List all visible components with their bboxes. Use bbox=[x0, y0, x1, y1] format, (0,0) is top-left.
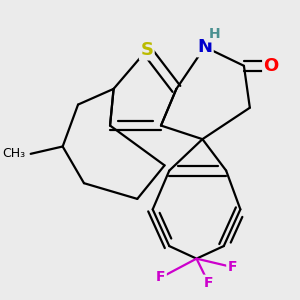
Text: F: F bbox=[227, 260, 237, 274]
Text: F: F bbox=[204, 276, 213, 290]
Text: O: O bbox=[263, 57, 279, 75]
Text: H: H bbox=[208, 27, 220, 41]
Text: F: F bbox=[156, 271, 166, 284]
Text: S: S bbox=[140, 41, 153, 59]
Text: N: N bbox=[197, 38, 212, 56]
Text: CH₃: CH₃ bbox=[2, 147, 25, 160]
